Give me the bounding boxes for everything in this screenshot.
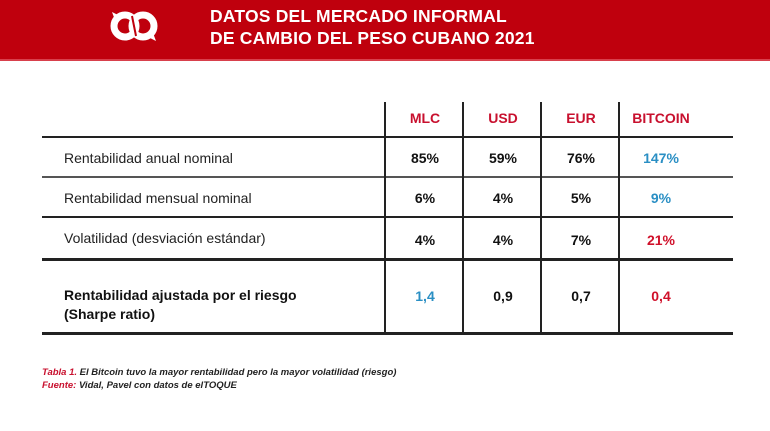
title-line-1: DATOS DEL MERCADO INFORMAL	[210, 6, 507, 26]
column-header-eur: EUR	[566, 110, 596, 126]
page-title: DATOS DEL MERCADO INFORMAL DE CAMBIO DEL…	[210, 5, 535, 49]
row-label: Volatilidad (desviación estándar)	[64, 230, 266, 246]
table-rule-header	[42, 136, 733, 138]
table-cell: 85%	[410, 150, 440, 166]
table-cell: 6%	[414, 190, 436, 206]
table-cell: 4%	[414, 232, 436, 248]
row-label: Rentabilidad ajustada por el riesgo (Sha…	[64, 286, 297, 324]
caption-table-label: Tabla 1.	[42, 367, 78, 378]
caption-table-text: El Bitcoin tuvo la mayor rentabilidad pe…	[79, 367, 397, 378]
table-rule-row1	[42, 176, 733, 178]
table-cell: 0,7	[571, 288, 591, 304]
table-cell: 76%	[566, 150, 596, 166]
table-cell: 7%	[570, 232, 592, 248]
table-cell: 0,9	[493, 288, 513, 304]
table-rule-thick	[42, 258, 733, 261]
caption-line-source: Fuente: Vidal, Pavel con datos de elTOQU…	[42, 379, 396, 392]
caption-source-label: Fuente:	[42, 380, 77, 391]
table-caption: Tabla 1. El Bitcoin tuvo la mayor rentab…	[42, 366, 396, 392]
table-col-divider	[618, 102, 620, 333]
table-cell-highlight: 1,4	[415, 288, 435, 304]
table-rule-row2	[42, 216, 733, 218]
table-cell-highlight: 21%	[646, 232, 676, 248]
table-cell: 4%	[492, 232, 514, 248]
title-line-2: DE CAMBIO DEL PESO CUBANO 2021	[210, 28, 535, 48]
row-label: Rentabilidad mensual nominal	[64, 190, 252, 206]
row-label-line-2: (Sharpe ratio)	[64, 306, 156, 322]
table-cell-highlight: 147%	[643, 150, 679, 166]
row-label-line-1: Rentabilidad ajustada por el riesgo	[64, 287, 297, 303]
table-cell-highlight: 0,4	[651, 288, 671, 304]
column-header-usd: USD	[488, 110, 518, 126]
header-banner: DATOS DEL MERCADO INFORMAL DE CAMBIO DEL…	[0, 0, 770, 61]
table-col-divider	[462, 102, 464, 333]
eltoque-logo-icon	[110, 11, 158, 41]
table-cell-highlight: 9%	[650, 190, 672, 206]
table-cell: 59%	[488, 150, 518, 166]
row-label: Rentabilidad anual nominal	[64, 150, 233, 166]
caption-line-table: Tabla 1. El Bitcoin tuvo la mayor rentab…	[42, 366, 396, 379]
table-rule-bottom	[42, 332, 733, 335]
column-header-bitcoin: BITCOIN	[632, 110, 690, 126]
table-col-divider	[540, 102, 542, 333]
table-cell: 4%	[492, 190, 514, 206]
table-col-divider	[384, 102, 386, 333]
table-cell: 5%	[570, 190, 592, 206]
column-header-mlc: MLC	[409, 110, 441, 126]
caption-source-text: Vidal, Pavel con datos de elTOQUE	[78, 380, 237, 391]
